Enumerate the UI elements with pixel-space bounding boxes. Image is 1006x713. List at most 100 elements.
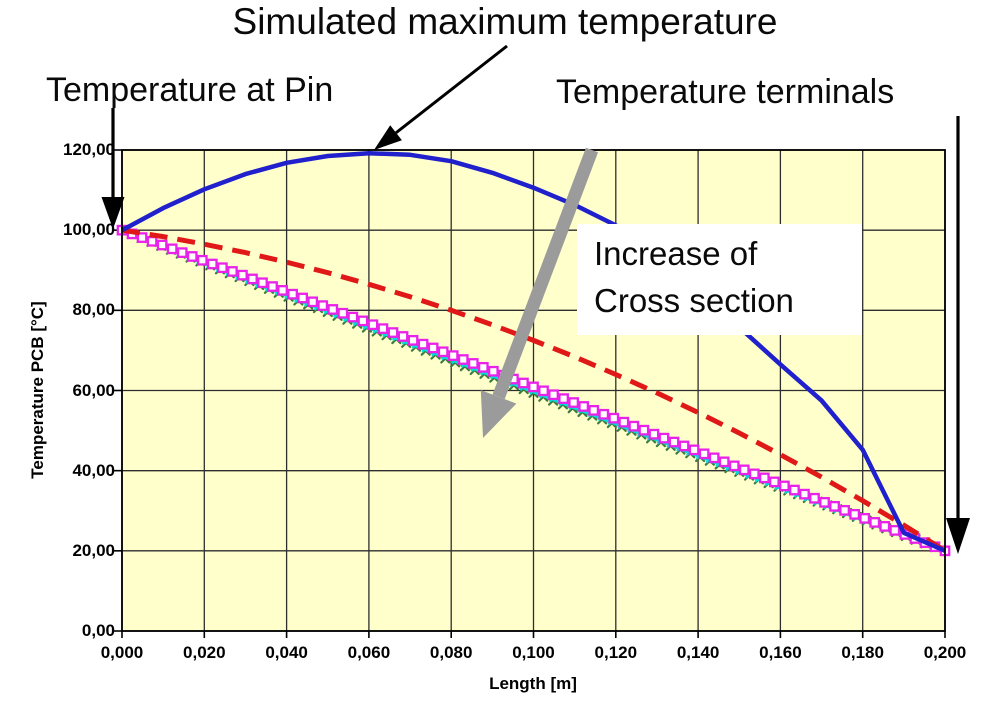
increase-cross-section-arrow-icon-shaft — [492, 147, 599, 400]
series-magenta-marker — [247, 273, 258, 285]
series-magenta-marker — [698, 448, 710, 460]
series-magenta-marker — [819, 496, 830, 508]
y-tick-label: 80,00 — [72, 300, 115, 320]
series-magenta-marker — [538, 385, 549, 397]
terminals-arrow-icon-head — [946, 518, 970, 554]
simulated-max-arrow-icon-head — [374, 125, 402, 150]
series-magenta-marker — [136, 232, 148, 243]
series-magenta-marker — [648, 428, 660, 440]
x-tick-label: 0,000 — [100, 643, 144, 662]
series-magenta-marker — [447, 350, 459, 361]
series-magenta-marker — [728, 460, 740, 472]
series-red-dashed-line — [121, 227, 947, 553]
increase-cross-section-line2: Cross section — [594, 282, 794, 319]
series-magenta-marker — [457, 354, 469, 365]
series-magenta-marker — [658, 432, 670, 444]
series-magenta-marker — [708, 452, 720, 464]
series-blue-line — [120, 150, 946, 553]
series-magenta-marker — [186, 251, 198, 262]
series-magenta-marker — [337, 307, 349, 319]
series-magenta-marker — [799, 488, 810, 500]
annotation-temperature-terminals: Temperature terminals — [556, 73, 895, 111]
series-magenta-marker — [758, 472, 770, 484]
series-magenta-marker — [257, 277, 268, 289]
series-magenta-marker — [217, 262, 228, 274]
series-magenta-marker — [146, 235, 158, 247]
series-magenta-marker — [317, 300, 329, 311]
series-magenta-marker — [467, 358, 479, 369]
x-tick-label: 0,140 — [676, 643, 720, 662]
series-magenta-marker — [417, 338, 429, 350]
x-tick-label: 0,060 — [347, 643, 391, 662]
series-magenta-marker — [206, 258, 218, 270]
x-tick-label: 0,180 — [841, 643, 884, 662]
y-tick-label: 20,00 — [72, 540, 115, 560]
series-magenta-marker — [578, 401, 590, 412]
series-magenta-marker — [357, 315, 369, 327]
series-magenta-marker — [237, 269, 248, 281]
series-magenta-marker — [277, 285, 288, 296]
y-tick-label: 100,00 — [63, 220, 115, 240]
series-magenta-marker — [227, 266, 238, 277]
series-magenta-marker — [287, 288, 298, 300]
series-magenta-marker — [839, 504, 850, 516]
series-magenta-marker — [437, 346, 449, 358]
series-magenta-marker — [477, 361, 489, 373]
y-tick-label: 120,00 — [63, 140, 115, 159]
series-magenta-marker — [598, 408, 610, 420]
x-tick-label: 0,160 — [759, 643, 802, 662]
series-magenta-marker — [618, 416, 630, 428]
annotation-increase-cross-section: Increase of Cross section — [577, 224, 862, 335]
series-magenta-marker — [407, 334, 419, 346]
series-magenta-marker — [769, 476, 780, 488]
x-tick-label: 0,200 — [923, 643, 967, 662]
series-magenta-marker — [809, 492, 820, 504]
series-magenta-marker — [688, 444, 700, 456]
series-magenta-marker — [387, 327, 399, 338]
series-magenta-marker — [738, 464, 750, 476]
y-tick-label: 60,00 — [72, 380, 115, 400]
series-magenta-marker — [297, 292, 309, 304]
series-magenta-marker — [779, 480, 790, 492]
series-magenta-marker — [608, 412, 620, 424]
series-magenta-marker — [518, 377, 529, 389]
x-tick-label: 0,120 — [594, 643, 638, 662]
series-magenta-marker — [829, 500, 840, 512]
y-tick-label: 0,00 — [81, 621, 115, 640]
series-magenta-marker — [528, 381, 539, 393]
x-tick-label: 0,020 — [183, 643, 226, 662]
x-tick-label: 0,040 — [265, 643, 308, 662]
annotation-temperature-at-pin: Temperature at Pin — [46, 71, 334, 109]
series-magenta-marker — [327, 304, 339, 315]
increase-cross-section-arrow-icon-head — [480, 390, 517, 438]
series-magenta-marker — [588, 405, 600, 416]
series-magenta-marker — [668, 436, 680, 448]
pin-arrow-icon-head — [101, 197, 125, 229]
series-magenta-marker — [678, 440, 690, 452]
series-magenta-marker — [718, 456, 730, 468]
series-magenta-marker — [267, 281, 278, 292]
increase-cross-section-line1: Increase of — [594, 235, 758, 272]
series-magenta-marker — [558, 393, 569, 404]
series-magenta-marker — [638, 424, 650, 436]
y-tick-label: 40,00 — [72, 460, 115, 480]
series-magenta-marker — [859, 513, 871, 524]
series-magenta-marker — [367, 319, 379, 331]
series-magenta-marker — [789, 484, 800, 496]
plot-border — [121, 149, 946, 632]
annotation-simulated-maximum-temperature: Simulated maximum temperature — [232, 1, 778, 42]
series-magenta-marker — [347, 311, 359, 323]
series-magenta-marker — [488, 365, 499, 377]
series-magenta-marker — [427, 342, 439, 354]
x-axis-title: Length [m] — [489, 674, 577, 693]
series-magenta-marker — [307, 296, 319, 308]
series-magenta-marker — [628, 420, 640, 432]
series-magenta-marker — [748, 468, 760, 480]
x-tick-label: 0,080 — [429, 643, 473, 662]
series-magenta-marker — [156, 239, 168, 251]
simulated-max-arrow-icon-shaft — [395, 44, 508, 134]
series-magenta-marker — [377, 323, 389, 334]
series-magenta-marker — [166, 243, 178, 255]
series-magenta-marker — [879, 521, 891, 532]
